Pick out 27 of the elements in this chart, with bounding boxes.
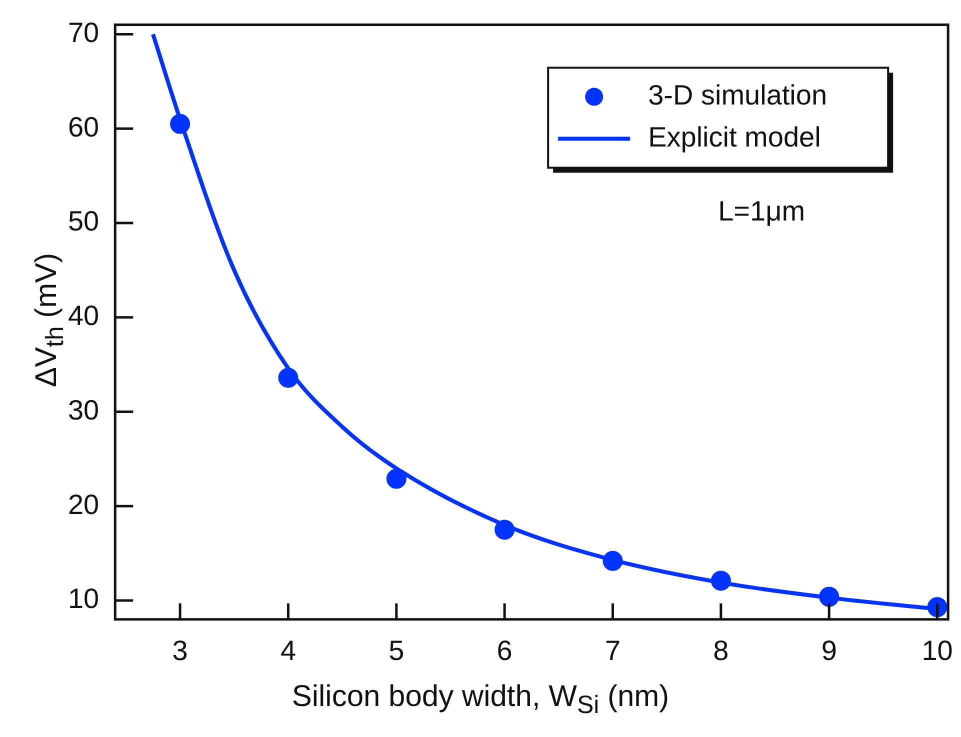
x-tick-label: 8	[713, 634, 729, 666]
point	[927, 597, 948, 618]
point	[819, 586, 840, 607]
x-tick-label: 9	[821, 634, 837, 666]
point	[170, 114, 190, 134]
x-tick-label: 3	[172, 634, 188, 666]
x-tick-label: 10	[922, 634, 953, 666]
x-axis-title: Silicon body width, W$_{Si}$ (nm)	[290, 680, 670, 720]
point	[386, 468, 406, 489]
x-tick-label: 4	[280, 634, 296, 666]
point	[494, 520, 515, 540]
annotation: L=1μm	[718, 196, 806, 227]
x-tick-label: 5	[388, 634, 404, 666]
y-tick-label: 30	[68, 394, 100, 426]
y-tick-label: 20	[68, 488, 100, 520]
legend-label: 3-D simulation	[648, 80, 828, 111]
point	[710, 570, 731, 591]
y-tick-label: 70	[68, 16, 100, 48]
y-tick-label: 40	[68, 300, 100, 332]
legend-label: Explicit model	[648, 122, 821, 153]
x-tick-label: 6	[496, 634, 512, 666]
y-tick-label: 50	[68, 206, 100, 237]
y-tick-label: 60	[68, 111, 100, 142]
y-tick-label: 10	[68, 583, 100, 614]
point	[278, 368, 298, 388]
x-tick-label: 7	[604, 634, 621, 666]
point	[602, 550, 623, 571]
